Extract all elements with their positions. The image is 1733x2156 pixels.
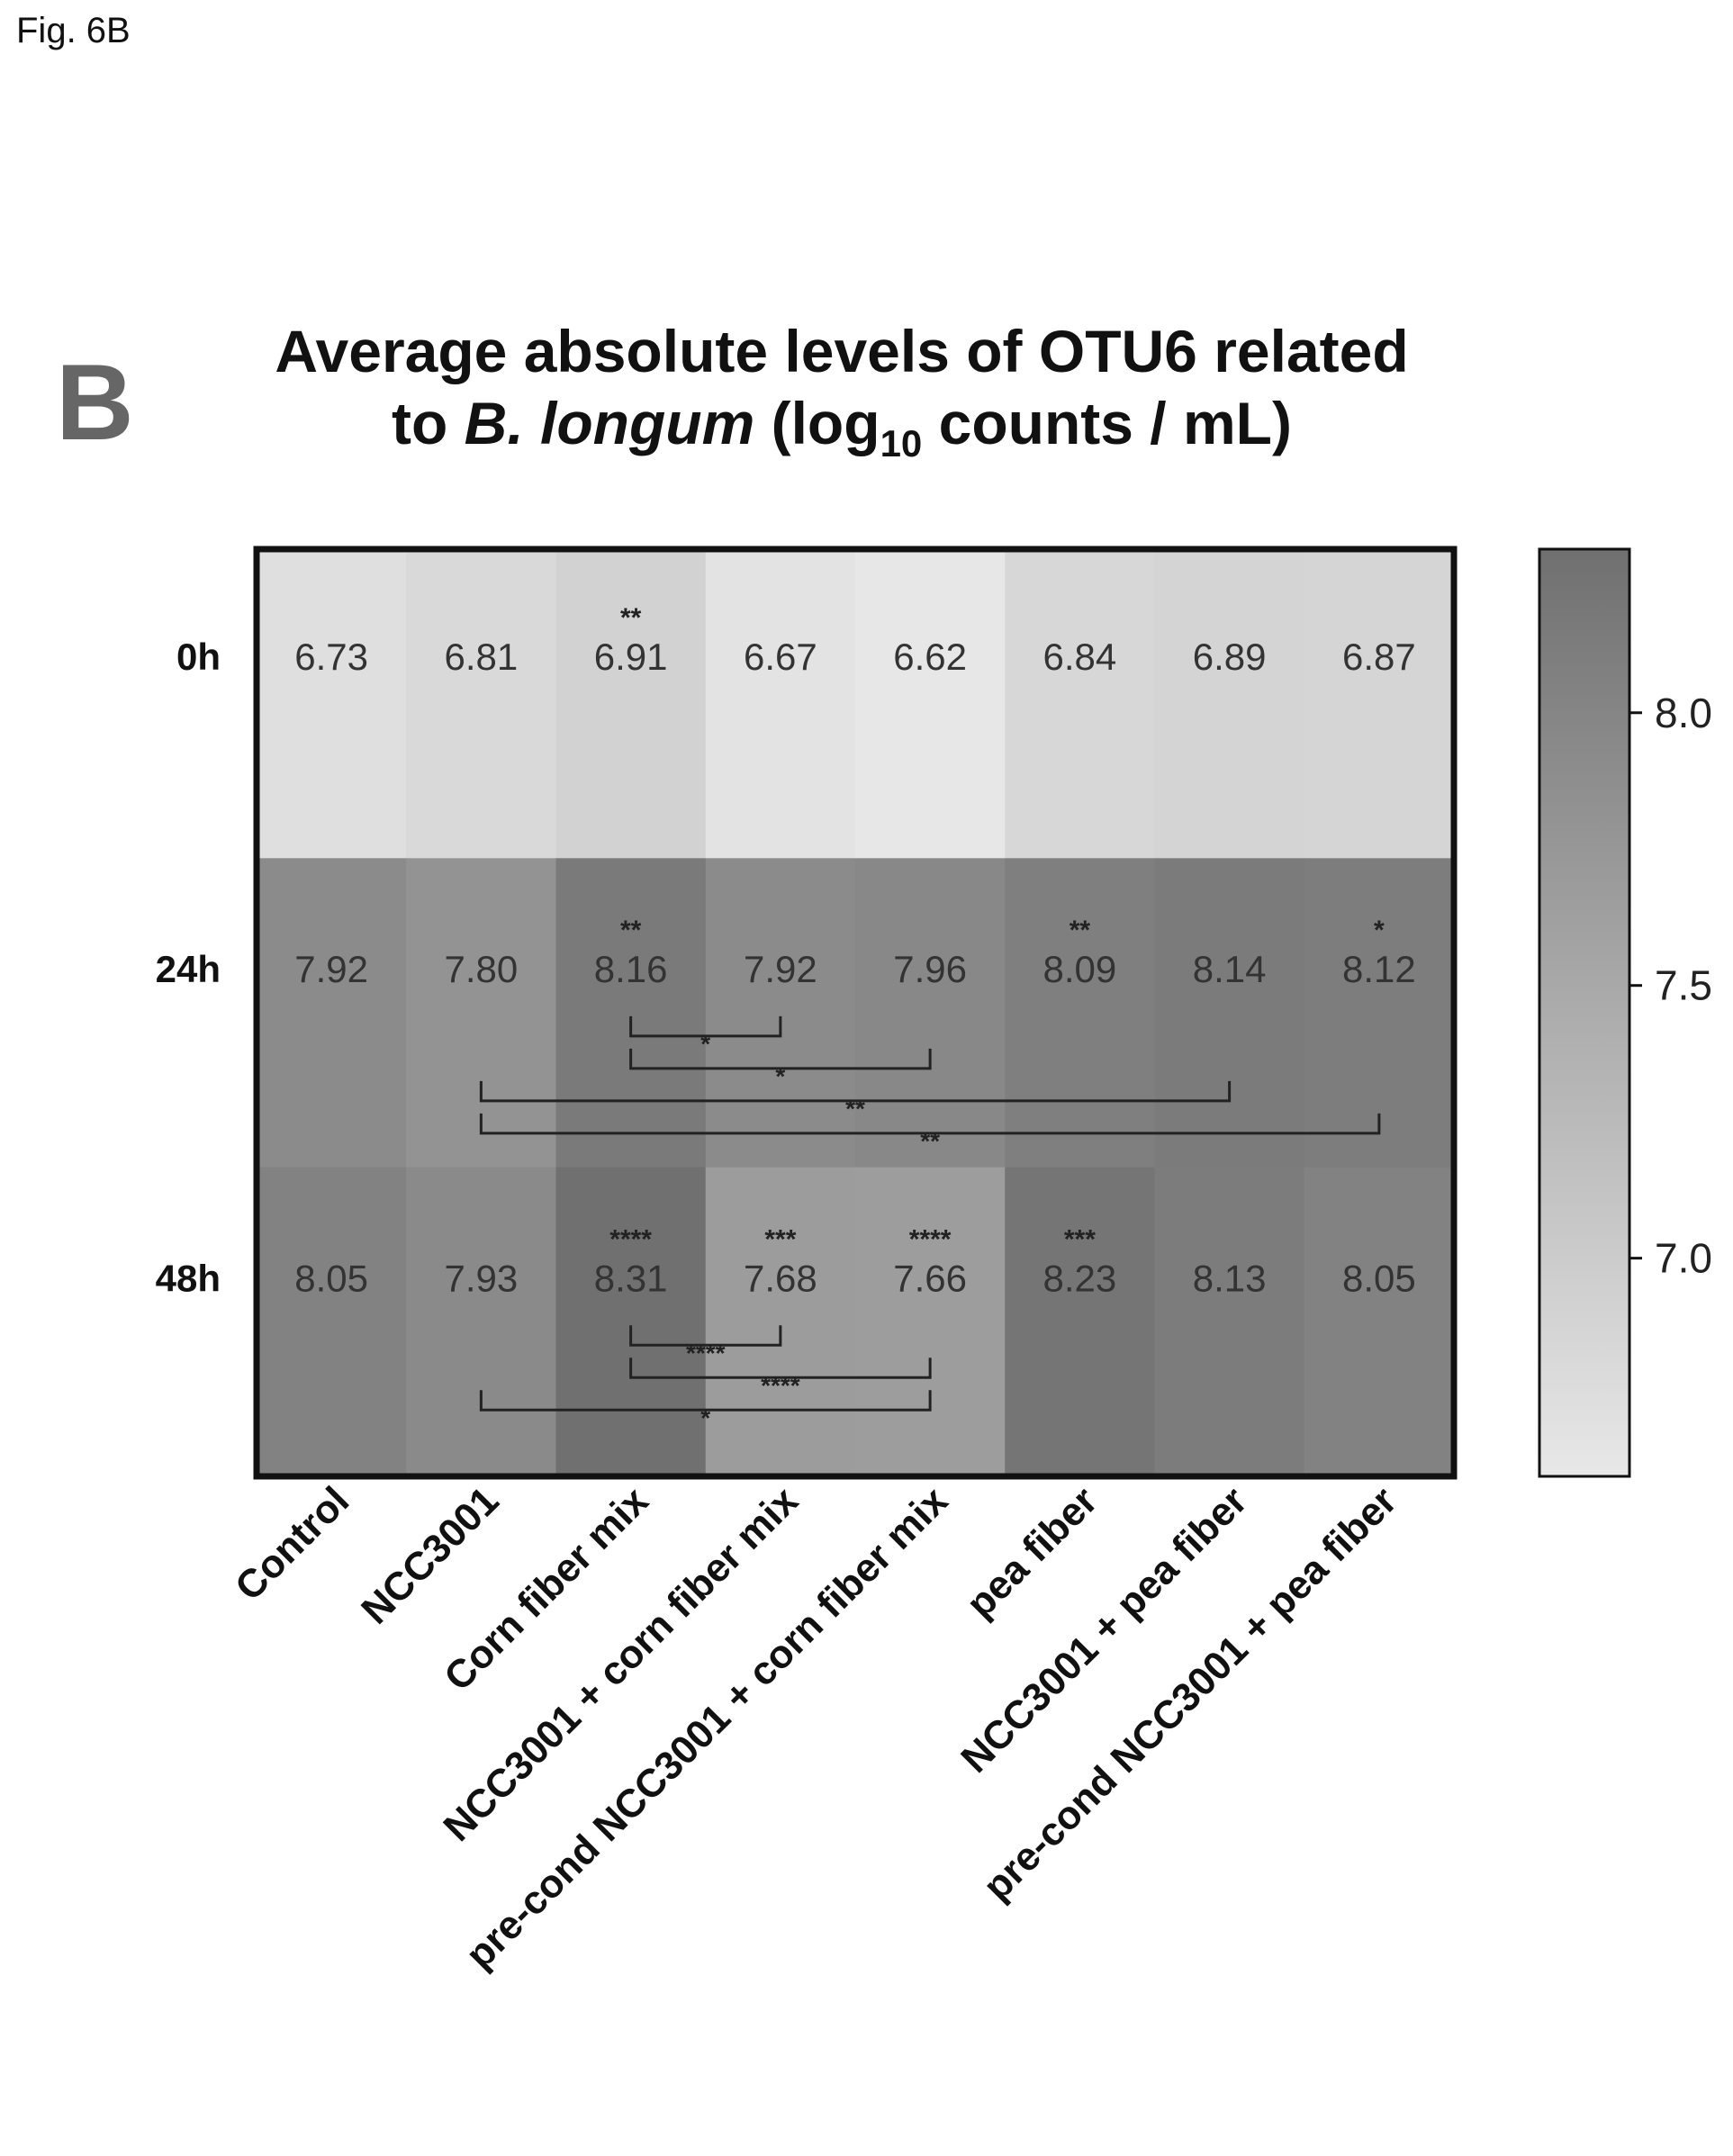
title-prefix: to <box>392 390 465 456</box>
panel-letter: B <box>56 342 134 463</box>
significance-marker: ** <box>620 603 642 633</box>
figure-label: Fig. 6B <box>16 11 131 50</box>
heatmap-cell <box>406 1167 556 1477</box>
column-label: NCC3001 + pea fiber <box>952 1478 1255 1781</box>
cell-value: 8.16 <box>594 948 668 990</box>
row-label: 0h <box>176 636 221 678</box>
heatmap-cell <box>855 549 1006 859</box>
cell-value: 7.92 <box>294 948 368 990</box>
cell-value: 6.62 <box>893 636 967 678</box>
colorbar-tick-label: 7.0 <box>1655 1235 1712 1282</box>
cell-value: 6.91 <box>594 636 668 678</box>
heatmap-cell <box>1005 549 1155 859</box>
comparison-significance: **** <box>761 1371 800 1399</box>
heatmap-cell <box>705 549 856 859</box>
cell-value: 6.89 <box>1193 636 1267 678</box>
cell-value: 8.23 <box>1043 1257 1117 1299</box>
row-label: 24h <box>156 948 221 990</box>
comparison-significance: * <box>700 1030 710 1058</box>
colorbar-tick-label: 7.5 <box>1655 962 1712 1009</box>
comparison-bracket <box>629 1015 782 1038</box>
comparison-bracket <box>629 1325 782 1347</box>
comparison-bracket <box>479 1080 1232 1103</box>
heatmap-cell <box>406 549 556 859</box>
comparison-significance: **** <box>686 1339 726 1367</box>
significance-marker: *** <box>764 1224 796 1254</box>
heatmap-cell <box>555 549 707 859</box>
title-line-1: Average absolute levels of OTU6 related <box>275 318 1409 384</box>
colorbar-tick-label: 8.0 <box>1655 690 1712 736</box>
comparison-bracket <box>479 1113 1381 1135</box>
cell-value: 8.09 <box>1043 948 1117 990</box>
significance-marker: **** <box>909 1224 952 1254</box>
cell-value: 6.87 <box>1342 636 1416 678</box>
chart-title: Average absolute levels of OTU6 related … <box>180 315 1503 480</box>
significance-marker: **** <box>609 1224 652 1254</box>
heatmap-frame <box>253 546 1458 1480</box>
row-labels: 0h 24h 48h <box>156 636 221 1299</box>
cell-value: 7.68 <box>744 1257 817 1299</box>
heatmap-cell <box>555 858 707 1168</box>
heatmap-cell <box>1154 1167 1305 1477</box>
cell-value: 7.93 <box>445 1257 519 1299</box>
column-label: Control <box>227 1478 357 1609</box>
cell-value: 8.12 <box>1342 948 1416 990</box>
heatmap-cell <box>705 1167 856 1477</box>
title-species: B. longum <box>464 390 755 456</box>
heatmap-cell <box>1154 858 1305 1168</box>
heatmap-cell <box>257 858 407 1168</box>
heatmap-cell <box>855 858 1006 1168</box>
cell-value: 7.92 <box>744 948 817 990</box>
title-subscript: 10 <box>880 422 923 465</box>
cell-value: 8.05 <box>1342 1257 1416 1299</box>
heatmap-cell <box>1154 549 1305 859</box>
column-label: pea fiber <box>958 1478 1106 1626</box>
significance-labels: **** ** ***** *** **** *** <box>609 603 1385 1254</box>
heatmap-cell <box>1005 858 1155 1168</box>
comparison-bracket <box>479 1390 932 1412</box>
comparison-significance: * <box>775 1062 785 1090</box>
cell-value: 8.31 <box>594 1257 668 1299</box>
heatmap-cell <box>1005 1167 1155 1477</box>
heatmap-cell <box>555 1167 707 1477</box>
column-label: NCC3001 <box>353 1478 507 1632</box>
title-suffix: counts / mL) <box>922 390 1292 456</box>
significance-marker: ** <box>1070 916 1091 945</box>
cell-value: 6.67 <box>744 636 817 678</box>
cell-value: 8.05 <box>294 1257 368 1299</box>
significance-marker: *** <box>1064 1224 1096 1254</box>
significance-marker: * <box>1374 916 1385 945</box>
cell-value: 7.96 <box>893 948 967 990</box>
heatmap-cells <box>257 549 1455 1477</box>
heatmap-cell <box>855 1167 1006 1477</box>
colorbar-gradient <box>1538 547 1631 1478</box>
cell-value: 6.84 <box>1043 636 1117 678</box>
cell-value: 6.73 <box>294 636 368 678</box>
comparison-significance: * <box>700 1403 710 1431</box>
significance-marker: ** <box>620 916 642 945</box>
heatmap-cell <box>1304 1167 1455 1477</box>
comparison-significance: ** <box>920 1127 940 1155</box>
title-mid: (log <box>754 390 880 456</box>
colorbar: 7.0 7.5 8.0 <box>1538 547 1712 1478</box>
title-line-2: to B. longum (log10 counts / mL) <box>180 387 1503 480</box>
comparison-brackets: *************** <box>479 1015 1381 1431</box>
comparison-significance: ** <box>845 1095 865 1123</box>
heatmap-cell <box>1304 549 1455 859</box>
comparison-bracket <box>629 1358 932 1379</box>
cell-value: 7.66 <box>893 1257 967 1299</box>
cell-value-labels: 6.73 6.81 6.91 6.67 6.62 6.84 6.89 6.87 7.92 7.80… <box>294 636 1416 1299</box>
cell-value: 7.80 <box>445 948 519 990</box>
cell-value: 8.13 <box>1193 1257 1267 1299</box>
heatmap-cell <box>257 1167 407 1477</box>
cell-value: 6.81 <box>445 636 519 678</box>
cell-value: 8.14 <box>1193 948 1267 990</box>
comparison-bracket <box>629 1048 932 1070</box>
heatmap-cell <box>257 549 407 859</box>
heatmap-cell <box>705 858 856 1168</box>
row-label: 48h <box>156 1257 221 1299</box>
